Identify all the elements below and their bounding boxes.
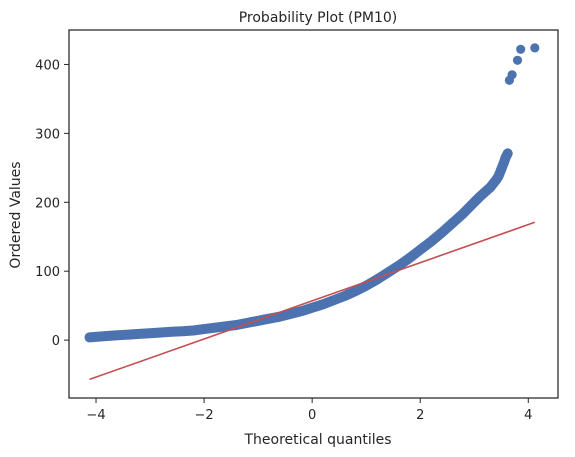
- y-tick-label: 0: [52, 334, 60, 349]
- data-point: [102, 331, 111, 340]
- data-point: [113, 331, 122, 340]
- data-point: [448, 218, 457, 227]
- y-axis-label: Ordered Values: [8, 161, 24, 268]
- data-point: [513, 56, 522, 65]
- y-tick-label: 300: [35, 127, 60, 142]
- data-point: [178, 327, 187, 336]
- data-point: [405, 254, 414, 263]
- data-point: [318, 300, 327, 309]
- data-point: [210, 323, 219, 332]
- data-point: [85, 333, 94, 342]
- y-tick-label: 200: [35, 196, 60, 211]
- data-point: [530, 43, 539, 52]
- x-tick-label: 2: [416, 408, 424, 423]
- data-point: [286, 309, 295, 318]
- x-axis-label: Theoretical quantiles: [243, 432, 391, 448]
- data-point: [516, 45, 525, 54]
- data-point: [329, 296, 338, 305]
- y-tick-label: 100: [35, 265, 60, 280]
- x-tick-label: −2: [194, 408, 213, 423]
- data-point: [145, 329, 154, 338]
- x-tick-label: −4: [86, 408, 105, 423]
- data-point: [200, 325, 209, 334]
- data-point: [503, 149, 512, 158]
- data-point: [135, 329, 144, 338]
- data-point: [167, 327, 176, 336]
- data-point: [351, 287, 360, 296]
- data-point: [507, 70, 516, 79]
- y-tick-label: 400: [35, 58, 60, 73]
- data-point: [437, 228, 446, 237]
- data-point: [340, 291, 349, 300]
- data-point: [426, 237, 435, 246]
- data-point: [308, 303, 317, 312]
- x-tick-label: 4: [524, 408, 532, 423]
- chart-title: Probability Plot (PM10): [239, 10, 398, 26]
- data-point: [156, 328, 165, 337]
- x-tick-label: 0: [308, 408, 316, 423]
- data-point: [189, 326, 198, 335]
- data-point: [459, 209, 468, 218]
- data-point: [297, 307, 306, 316]
- data-point: [416, 245, 425, 254]
- data-point: [124, 330, 133, 339]
